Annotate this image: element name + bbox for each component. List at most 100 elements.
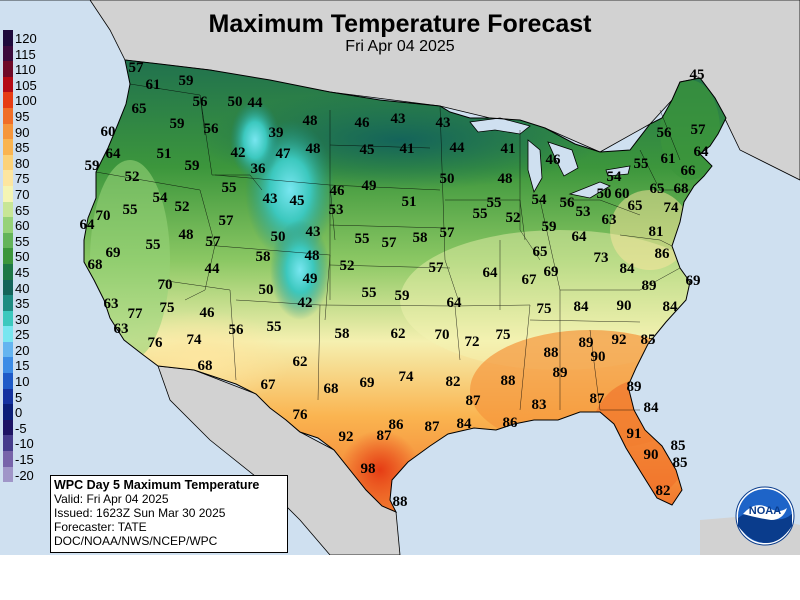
legend-label: 85 (15, 140, 30, 156)
map-date: Fri Apr 04 2025 (345, 38, 455, 55)
temperature-label: 63 (114, 321, 129, 337)
legend-swatch (3, 217, 13, 233)
temperature-label: 51 (402, 194, 417, 210)
temperature-label: 51 (157, 146, 172, 162)
temperature-label: 55 (146, 237, 161, 253)
temperature-label: 74 (399, 369, 415, 385)
temperature-label: 57 (691, 122, 707, 138)
temperature-label: 56 (229, 322, 245, 338)
temperature-label: 90 (591, 349, 606, 365)
legend-row: 75 (3, 170, 48, 186)
legend-swatch (3, 263, 13, 280)
noaa-logo-icon: NOAA (735, 486, 795, 546)
temperature-label: 86 (655, 246, 671, 262)
legend-row: 10 (3, 373, 48, 389)
temperature-label: 64 (694, 144, 710, 160)
temperature-map: 57 61 59 56 50 44 65 59 56 60 64 51 42 59 59 36 39 47 48 48… (0, 0, 800, 555)
info-agency: DOC/NOAA/NWS/NCEP/WPC (54, 534, 218, 548)
legend-label: -10 (15, 436, 34, 452)
legend-swatch (3, 341, 13, 358)
temperature-label: 68 (324, 381, 339, 397)
temperature-label: 69 (544, 264, 559, 280)
color-legend: 120 115 110 105 100 95 90 85 80 75 70 65 60 55 50 45 40 3… (3, 30, 48, 483)
temperature-label: 48 (306, 141, 321, 157)
temperature-label: 43 (263, 191, 278, 207)
legend-swatch (3, 295, 13, 311)
legend-label: 30 (15, 311, 30, 327)
temperature-label: 84 (574, 299, 590, 315)
legend-row: 110 (3, 61, 48, 77)
temperature-label: 45 (290, 193, 305, 209)
legend-swatch (3, 232, 13, 249)
temperature-label: 60 (615, 186, 630, 202)
temperature-label: 42 (298, 295, 313, 311)
temperature-label: 47 (276, 146, 292, 162)
temperature-label: 36 (251, 161, 267, 177)
temperature-label: 65 (132, 101, 147, 117)
temperature-label: 48 (303, 113, 318, 129)
legend-label: 105 (15, 77, 37, 93)
legend-row: 20 (3, 341, 48, 358)
temperature-label: 52 (175, 199, 190, 215)
legend-swatch (3, 76, 13, 93)
legend-row: 105 (3, 76, 48, 93)
temperature-label: 75 (496, 327, 511, 343)
temperature-label: 88 (393, 494, 408, 510)
legend-row: 35 (3, 295, 48, 311)
legend-row: 25 (3, 326, 48, 342)
temperature-label: 58 (256, 249, 271, 265)
temperature-label: 44 (248, 95, 264, 111)
temperature-label: 75 (537, 301, 552, 317)
legend-swatch (3, 373, 13, 389)
temperature-label: 55 (267, 319, 282, 335)
temperature-label: 66 (681, 163, 697, 179)
legend-row: 50 (3, 248, 48, 264)
temperature-label: 59 (395, 288, 410, 304)
temperature-label: 58 (335, 326, 350, 342)
temperature-label: 73 (594, 250, 609, 266)
legend-row: -5 (3, 419, 48, 436)
legend-label: 115 (15, 46, 36, 62)
temperature-label: 54 (607, 169, 623, 185)
legend-label: 70 (15, 186, 30, 202)
temperature-label: 58 (413, 230, 428, 246)
temperature-label: 44 (205, 261, 221, 277)
legend-swatch (3, 45, 13, 62)
legend-label: 80 (15, 155, 30, 171)
legend-label: 20 (15, 342, 30, 358)
legend-row: 65 (3, 201, 48, 218)
legend-label: 100 (15, 93, 37, 109)
temperature-label: 74 (187, 332, 203, 348)
legend-label: 65 (15, 202, 30, 218)
temperature-label: 55 (222, 180, 237, 196)
temperature-label: 50 (259, 282, 274, 298)
temperature-label: 57 (382, 235, 398, 251)
legend-label: -20 (15, 467, 34, 483)
temperature-label: 68 (198, 358, 213, 374)
legend-label: 35 (15, 296, 30, 312)
temperature-label: 56 (657, 125, 673, 141)
legend-swatch (3, 326, 13, 342)
temperature-label: 49 (303, 271, 318, 287)
temperature-label: 61 (146, 77, 161, 93)
temperature-label: 85 (641, 332, 656, 348)
temperature-label: 60 (101, 124, 116, 140)
temperature-label: 65 (650, 181, 665, 197)
legend-swatch (3, 279, 13, 296)
temperature-label: 57 (219, 213, 235, 229)
temperature-label: 87 (425, 419, 441, 435)
temperature-label: 65 (628, 198, 643, 214)
temperature-label: 56 (560, 195, 576, 211)
temperature-label: 92 (339, 429, 354, 445)
legend-label: 75 (15, 171, 30, 187)
legend-swatch (3, 435, 13, 452)
legend-row: 80 (3, 154, 48, 171)
temperature-label: 70 (435, 327, 450, 343)
legend-swatch (3, 61, 13, 77)
legend-swatch (3, 30, 13, 46)
temperature-label: 89 (579, 335, 594, 351)
legend-row: 60 (3, 217, 48, 233)
temperature-label: 59 (170, 116, 185, 132)
legend-row: 85 (3, 139, 48, 155)
temperature-label: 85 (673, 455, 688, 471)
